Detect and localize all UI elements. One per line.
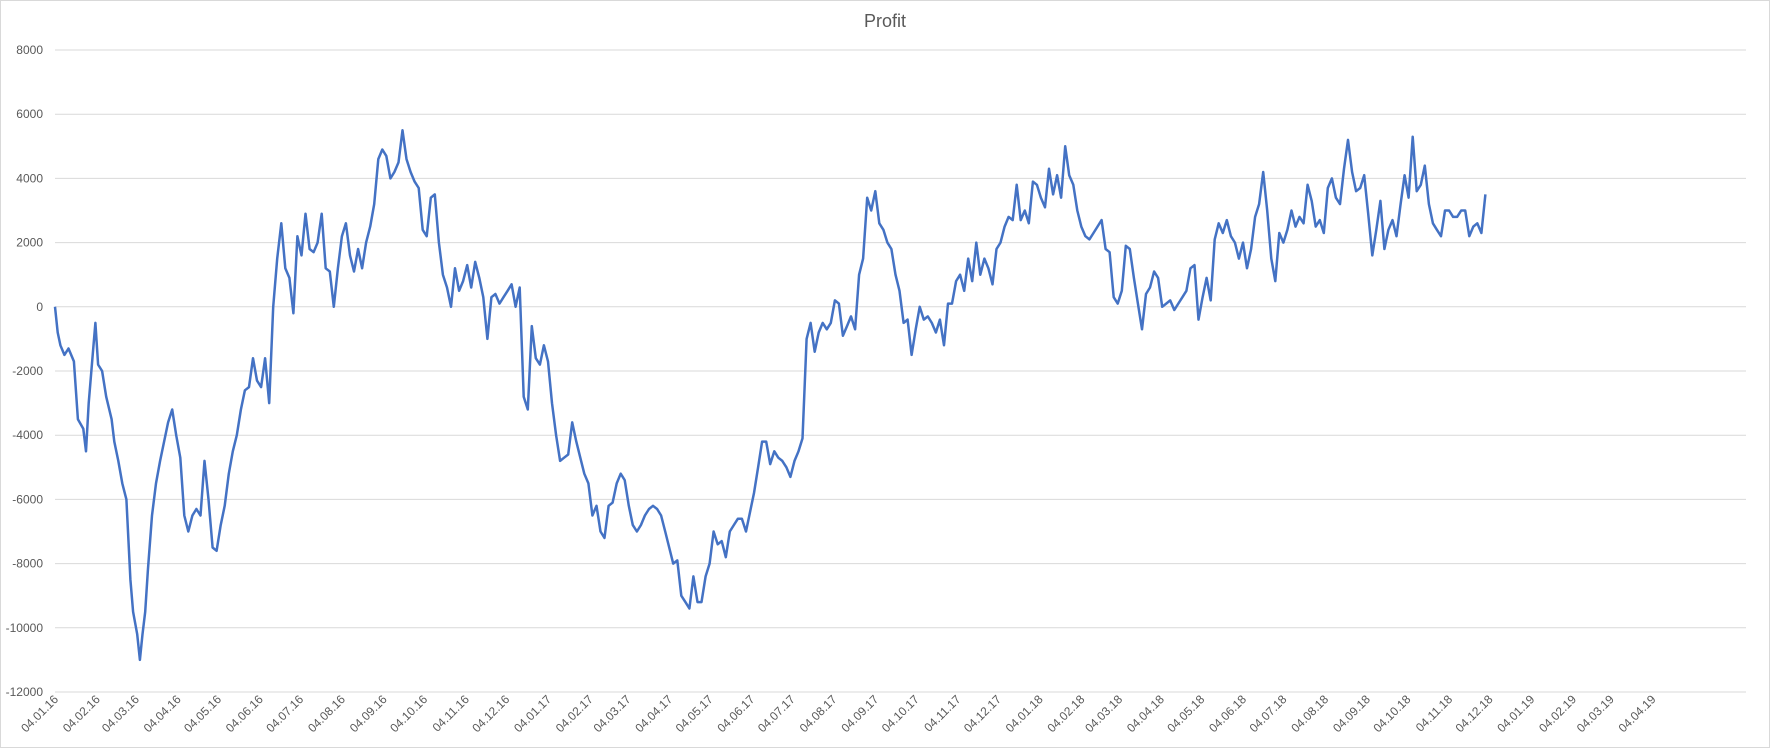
y-tick-label: 2000 xyxy=(16,236,43,250)
x-tick-label: 04.11.16 xyxy=(430,692,473,735)
chart-title: Profit xyxy=(863,11,906,31)
x-tick-label: 04.11.18 xyxy=(1413,692,1456,735)
x-tick-label: 04.01.19 xyxy=(1494,692,1537,735)
x-tick-label: 04.03.18 xyxy=(1082,692,1125,735)
y-tick-label: 0 xyxy=(36,300,43,314)
x-tick-label: 04.12.17 xyxy=(961,692,1004,735)
x-tick-label: 04.09.18 xyxy=(1330,692,1373,735)
y-tick-label: 6000 xyxy=(16,107,43,121)
x-tick-label: 04.09.17 xyxy=(838,692,881,735)
y-tick-label: -8000 xyxy=(12,557,43,571)
series-layer xyxy=(53,129,1487,662)
x-tick-label: 04.08.16 xyxy=(305,692,348,735)
x-tick-label: 04.01.17 xyxy=(511,692,554,735)
x-tick-label: 04.09.16 xyxy=(347,692,390,735)
x-tick-label: 04.12.18 xyxy=(1453,692,1496,735)
x-tick-label: 04.07.16 xyxy=(263,692,306,735)
x-tick-label: 04.10.17 xyxy=(879,692,922,735)
x-tick-label: 04.12.16 xyxy=(469,692,512,735)
x-tick-label: 04.07.18 xyxy=(1247,692,1290,735)
x-tick-label: 04.02.18 xyxy=(1045,692,1088,735)
x-tick-label: 04.10.16 xyxy=(387,692,430,735)
x-tick-label: 04.06.18 xyxy=(1206,692,1249,735)
x-axis-labels: 04.01.1604.02.1604.03.1604.04.1604.05.16… xyxy=(18,692,1659,735)
x-tick-label: 04.10.18 xyxy=(1370,692,1413,735)
series-line-profit xyxy=(53,129,1487,662)
x-tick-label: 04.05.18 xyxy=(1164,692,1207,735)
y-axis-labels: 8000 6000 4000 2000 0 -2000 -4000 -6000 -8000 -10… xyxy=(6,43,44,699)
x-tick-label: 04.06.17 xyxy=(715,692,758,735)
x-tick-label: 04.01.18 xyxy=(1003,692,1046,735)
y-tick-label: -12000 xyxy=(6,685,44,699)
x-tick-label: 04.11.17 xyxy=(921,692,964,735)
x-tick-label: 04.03.19 xyxy=(1574,692,1617,735)
x-tick-label: 04.03.16 xyxy=(99,692,142,735)
x-tick-label: 04.08.18 xyxy=(1288,692,1331,735)
x-tick-label: 04.05.16 xyxy=(181,692,224,735)
y-tick-label: -4000 xyxy=(12,428,43,442)
y-tick-label: 8000 xyxy=(16,43,43,57)
x-tick-label: 04.02.17 xyxy=(553,692,596,735)
x-tick-label: 04.08.17 xyxy=(797,692,840,735)
y-tick-label: 4000 xyxy=(16,171,43,185)
x-tick-label: 04.04.17 xyxy=(632,692,675,735)
x-tick-label: 04.07.17 xyxy=(755,692,798,735)
x-tick-label: 04.06.16 xyxy=(223,692,266,735)
y-tick-label: -6000 xyxy=(12,492,43,506)
x-tick-label: 04.04.19 xyxy=(1616,692,1659,735)
x-tick-label: 04.02.16 xyxy=(60,692,103,735)
x-tick-label: 04.04.18 xyxy=(1124,692,1167,735)
x-tick-label: 04.04.16 xyxy=(141,692,184,735)
gridlines xyxy=(55,49,1746,693)
y-tick-label: -2000 xyxy=(12,364,43,378)
x-tick-label: 04.02.19 xyxy=(1536,692,1579,735)
x-tick-label: 04.05.17 xyxy=(673,692,716,735)
x-tick-label: 04.03.17 xyxy=(591,692,634,735)
y-tick-label: -10000 xyxy=(6,621,44,635)
